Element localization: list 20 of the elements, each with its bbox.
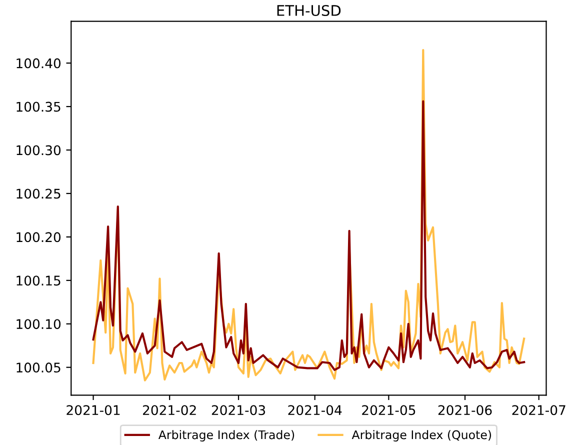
line-series <box>92 49 526 382</box>
y-tick-label: 100.35 <box>16 102 60 112</box>
line-series <box>92 100 526 371</box>
x-tick-label: 2021-01 <box>66 405 120 416</box>
x-tick-label: 2021-03 <box>212 405 266 416</box>
y-tick-label: 100.10 <box>16 319 61 330</box>
y-tick-label: 100.05 <box>16 362 60 373</box>
legend-label: Arbitrage Index (Trade) <box>158 430 294 442</box>
y-tick-label: 100.25 <box>16 188 60 199</box>
chart-title: ETH-USD <box>277 4 341 16</box>
x-tick-label: 2021-06 <box>438 405 492 416</box>
x-tick-label: 2021-02 <box>142 405 196 416</box>
y-tick-label: 100.40 <box>16 58 61 68</box>
y-tick-label: 100.15 <box>16 276 60 286</box>
y-tick-label: 100.20 <box>16 232 61 242</box>
x-tick-label: 2021-07 <box>512 405 566 416</box>
x-tick-label: 2021-05 <box>362 405 416 416</box>
y-tick-label: 100.30 <box>16 145 61 156</box>
x-tick-label: 2021-04 <box>288 405 342 416</box>
legend-label: Arbitrage Index (Quote) <box>352 430 492 442</box>
